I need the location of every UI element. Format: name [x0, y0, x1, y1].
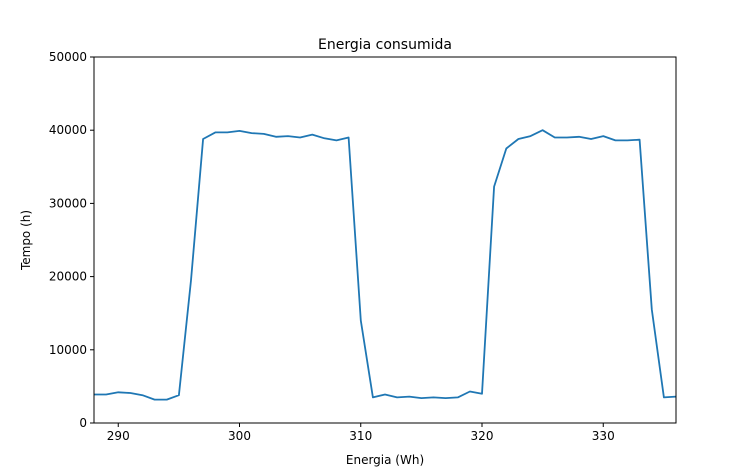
y-tick-label: 40000 [49, 123, 87, 137]
plot-frame [93, 56, 677, 424]
y-tick-label: 50000 [49, 50, 87, 64]
x-tick-label: 290 [107, 429, 130, 443]
x-tick-label: 330 [592, 429, 615, 443]
axis-ticks: 290 300 310 320 330 0 10000 20000 30000 40000 5000… [49, 50, 615, 443]
x-tick-label: 310 [349, 429, 372, 443]
x-axis-label: Energia (Wh) [346, 453, 424, 467]
y-tick-label: 30000 [49, 196, 87, 210]
series-line [94, 129, 677, 401]
y-axis-label: Tempo (h) [19, 210, 33, 271]
x-tick-label: 300 [228, 429, 251, 443]
chart-title: Energia consumida [318, 37, 452, 53]
y-tick-label: 20000 [49, 270, 87, 284]
y-tick-label: 0 [79, 416, 87, 430]
x-tick-label: 320 [471, 429, 494, 443]
y-tick-label: 10000 [49, 343, 87, 357]
